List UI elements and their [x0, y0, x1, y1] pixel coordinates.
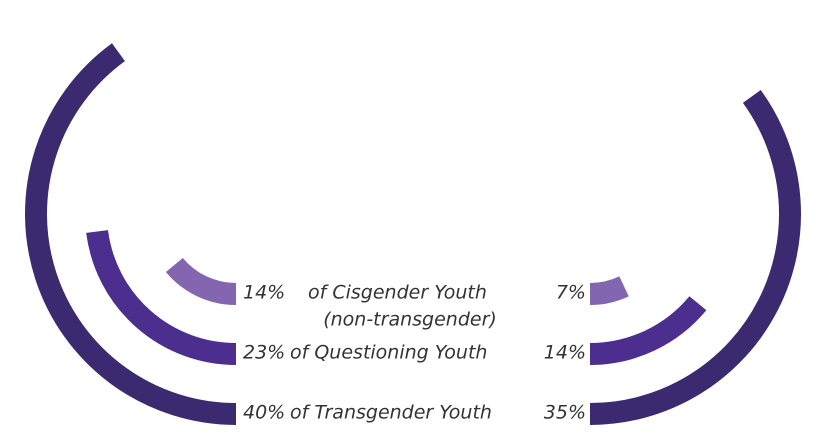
arc-bar: [25, 43, 237, 425]
value-label: 7%: [556, 282, 586, 304]
value-label: 40%: [243, 402, 285, 424]
category-note: (non-transgender): [323, 309, 497, 331]
value-label: 35%: [544, 402, 586, 424]
arc-bar: [589, 276, 629, 305]
value-label: 14%: [243, 282, 285, 304]
category-label: of Questioning Youth: [290, 342, 487, 364]
value-label: 23%: [243, 342, 285, 364]
arc-bar: [589, 89, 801, 425]
arc-bar: [86, 229, 237, 365]
category-label: of Cisgender Youth: [308, 282, 487, 304]
arc-bar: [589, 296, 707, 365]
value-label: 14%: [544, 342, 586, 364]
category-label: of Transgender Youth: [290, 402, 492, 424]
arc-bar: [165, 257, 237, 305]
